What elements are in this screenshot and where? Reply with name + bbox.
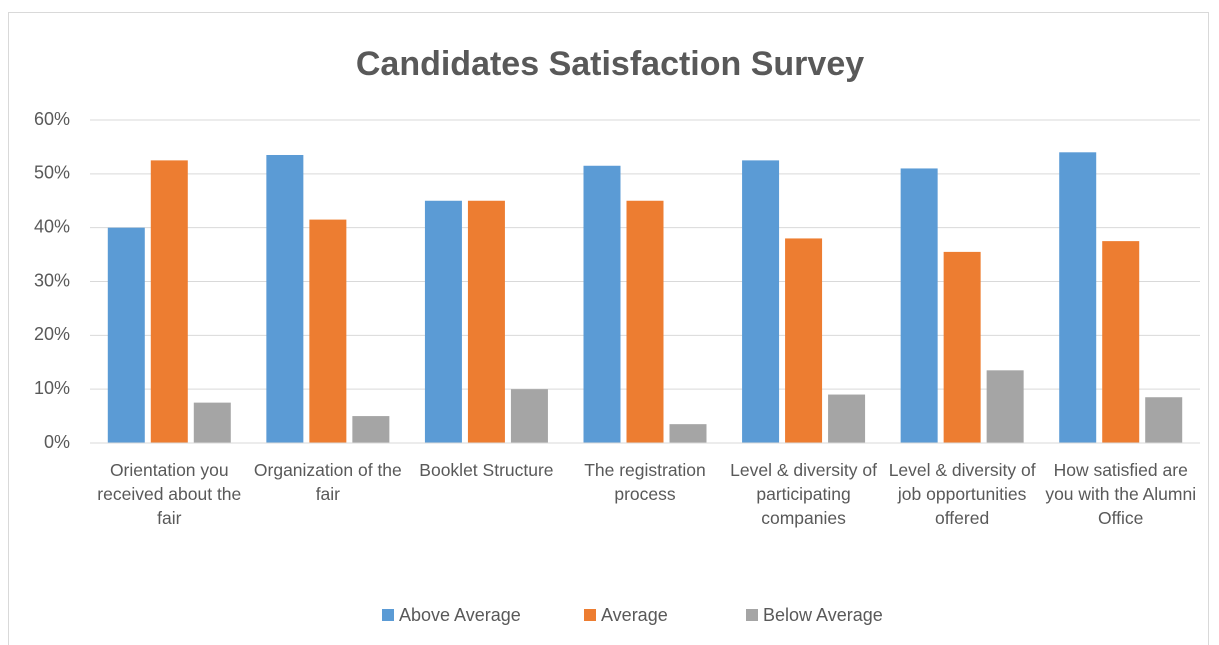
bar [900, 168, 938, 443]
bar [1145, 397, 1183, 443]
y-tick-label: 10% [34, 378, 70, 398]
x-tick-label: Level & diversity of job opportunities o… [888, 460, 1036, 528]
x-tick-label: Organization of the fair [253, 460, 402, 504]
x-tick-label: Booklet Structure [419, 460, 554, 480]
bar [150, 160, 188, 443]
x-tick-label-box: Level & diversity of participating compa… [730, 460, 877, 528]
y-tick-label: 20% [34, 324, 70, 344]
bar [107, 227, 145, 443]
legend-swatch [382, 609, 394, 621]
x-tick-label-box: Booklet Structure [419, 460, 554, 480]
x-tick-label-box: Organization of the fair [253, 460, 402, 504]
bar [467, 200, 505, 443]
y-tick-label: 0% [44, 432, 70, 452]
y-tick-label: 60% [34, 109, 70, 129]
bar [943, 251, 981, 443]
x-tick-label-box: Orientation you received about the fair [97, 460, 242, 528]
y-tick-label: 30% [34, 270, 70, 290]
legend-swatch [584, 609, 596, 621]
bar [510, 389, 548, 443]
bar [986, 370, 1024, 443]
bar [669, 424, 707, 443]
bar [193, 402, 231, 443]
x-tick-label: How satisfied are you with the Alumni Of… [1045, 460, 1197, 528]
legend-swatch [746, 609, 758, 621]
bar [828, 394, 866, 443]
x-tick-label: Level & diversity of participating compa… [730, 460, 877, 528]
chart-title: Candidates Satisfaction Survey [356, 45, 864, 83]
bar [785, 238, 823, 443]
bar [1102, 241, 1140, 443]
legend-label: Average [601, 605, 668, 625]
legend-label: Above Average [399, 605, 521, 625]
bar [742, 160, 780, 443]
x-tick-label: Orientation you received about the fair [97, 460, 242, 528]
x-tick-label-box: How satisfied are you with the Alumni Of… [1045, 460, 1197, 528]
bar [309, 219, 347, 443]
x-tick-label-box: The registration process [584, 460, 706, 504]
y-tick-label: 40% [34, 216, 70, 236]
bar [266, 154, 304, 443]
bar [1059, 152, 1097, 444]
legend-label: Below Average [763, 605, 883, 625]
bar [626, 200, 664, 443]
bar [352, 416, 390, 443]
x-tick-label: The registration process [584, 460, 706, 504]
bar [424, 200, 462, 443]
bar [583, 165, 621, 443]
y-tick-label: 50% [34, 163, 70, 183]
x-tick-label-box: Level & diversity of job opportunities o… [888, 460, 1036, 528]
